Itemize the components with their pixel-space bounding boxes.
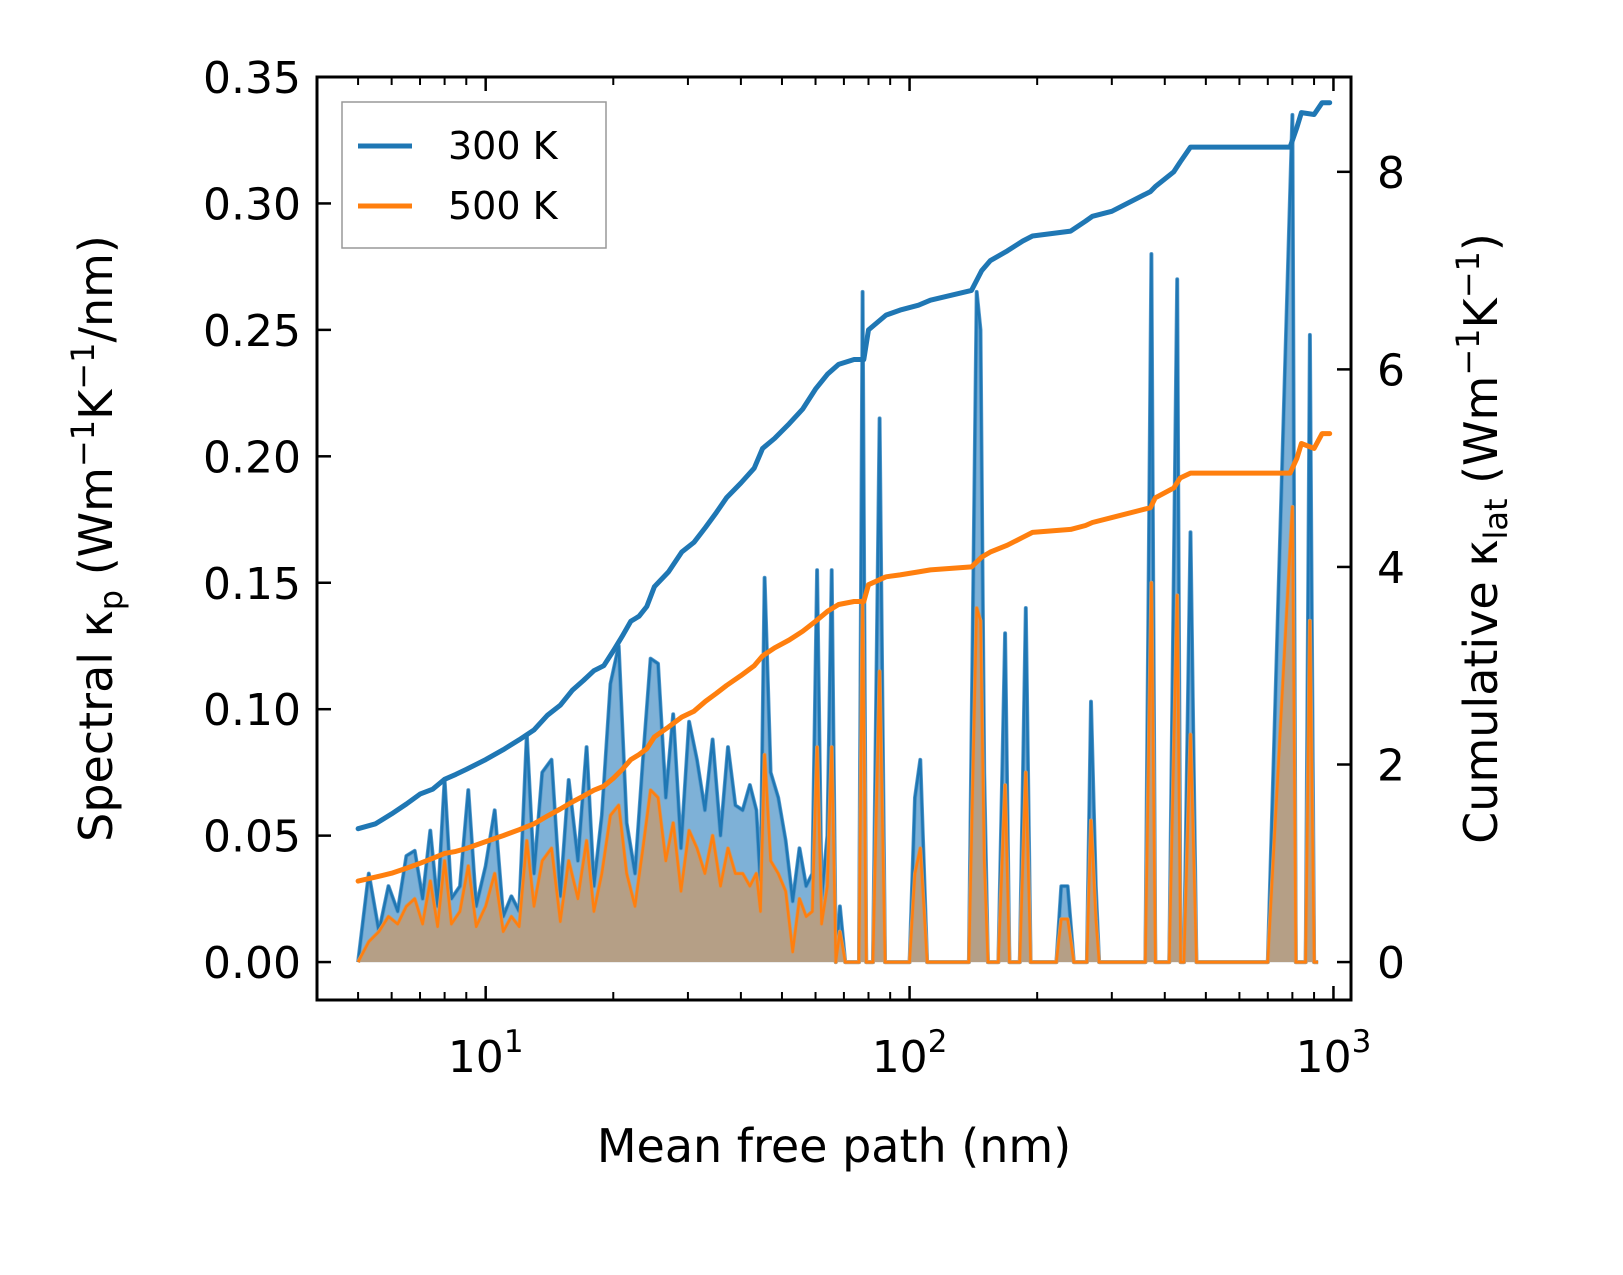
y-right-tick-label: 4 (1377, 543, 1405, 594)
plot-area (355, 100, 1333, 965)
y-left-label-unit-a: (Wm (69, 467, 123, 590)
x-tick-label-base: 10 (448, 1032, 504, 1083)
legend: 300 K 500 K (341, 101, 607, 249)
y-left-label-main: Spectral κ (69, 610, 123, 842)
y-right-label-main: Cumulative κ (1454, 540, 1508, 844)
x-tick-label-base: 10 (1296, 1032, 1352, 1083)
cumulative-500k-line (355, 431, 1333, 884)
y-right-label-unit-b: K (1454, 296, 1508, 328)
x-axis-label: Mean free path (nm) (597, 1119, 1071, 1173)
plot-inner (355, 100, 1333, 965)
y-left-tick-label: 0.35 (203, 53, 301, 104)
legend-box (341, 101, 607, 249)
x-tick-label-exp: 1 (504, 1024, 524, 1060)
y-left-label-unit-c: /nm) (69, 235, 123, 342)
x-tick-label-exp: 2 (928, 1024, 948, 1060)
spectral-500k-line (356, 505, 1319, 964)
axes: 101 102 1030.000.050.100.150.200.250.300.3… (203, 53, 1405, 1083)
y-left-tick-label: 0.00 (203, 938, 301, 989)
legend-label-300k: 300 K (448, 124, 559, 168)
y-right-tick-label: 0 (1377, 938, 1405, 989)
y-left-tick-label: 0.20 (203, 432, 301, 483)
y-left-tick-label: 0.10 (203, 685, 301, 736)
y-left-tick-label: 0.25 (203, 306, 301, 357)
x-tick-label: 103 (1296, 1024, 1372, 1083)
y-right-label-sup2: −1 (1449, 251, 1487, 298)
x-tick-label: 101 (448, 1024, 524, 1083)
y-right-tick-label: 2 (1377, 741, 1405, 792)
plot-frame (315, 75, 1353, 1002)
legend-label-500k: 500 K (448, 184, 559, 228)
y-left-label-sup1: −1 (64, 420, 102, 467)
y-left-label-sup2: −1 (64, 343, 102, 390)
y-right-label-sub: lat (1477, 499, 1515, 540)
cumulative-300k-line (355, 100, 1333, 832)
y-left-tick-label: 0.05 (203, 812, 301, 863)
y-right-tick-label: 6 (1377, 345, 1405, 396)
y-right-tick-label: 8 (1377, 148, 1405, 199)
y-right-label-sup1: −1 (1449, 328, 1487, 375)
y-left-label-unit-b: K (69, 388, 123, 420)
y-axis-right-label: Cumulative κlat (Wm−1K−1) (1449, 233, 1515, 844)
y-right-label-unit-c: ) (1454, 233, 1508, 251)
y-left-tick-label: 0.15 (203, 559, 301, 610)
x-tick-label: 102 (872, 1024, 948, 1083)
y-axis-left-label: Spectral κp (Wm−1K−1/nm) (64, 235, 130, 842)
x-tick-label-exp: 3 (1352, 1024, 1372, 1060)
y-right-label-unit-a: (Wm (1454, 376, 1508, 499)
y-left-tick-label: 0.30 (203, 179, 301, 230)
x-tick-label-base: 10 (872, 1032, 928, 1083)
y-left-label-sub: p (92, 590, 130, 610)
